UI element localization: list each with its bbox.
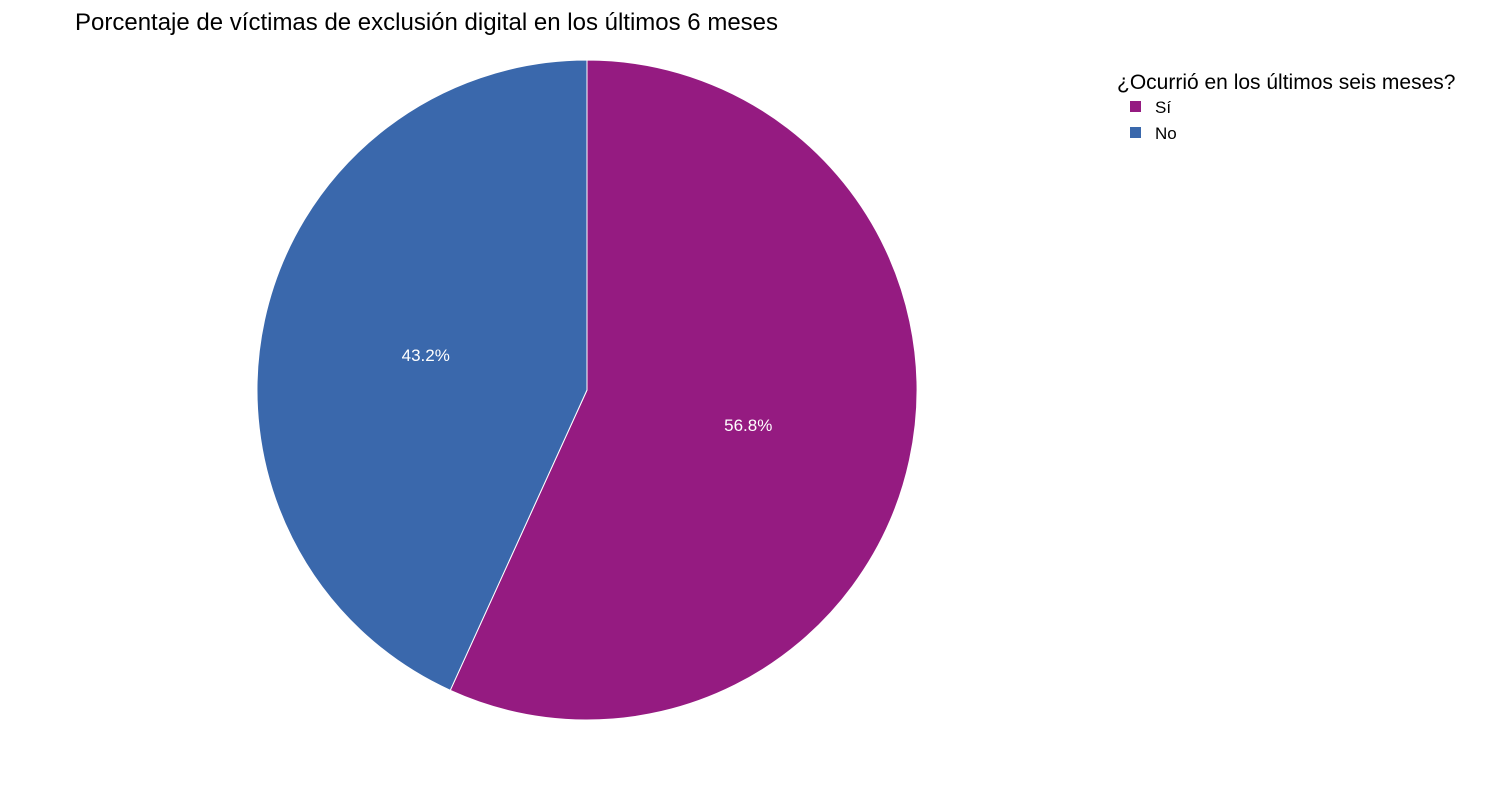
pie-slice-2 (256, 59, 588, 691)
legend-swatch-1 (1130, 101, 1141, 112)
legend-title: ¿Ocurrió en los últimos seis meses? (1117, 71, 1455, 94)
legend-label-1: Sí (1155, 98, 1171, 117)
pie-slice-1 (449, 59, 918, 721)
legend: ¿Ocurrió en los últimos seis meses? Sí No (1117, 71, 1455, 143)
legend-swatch-2 (1130, 127, 1141, 138)
pie-slice-label-1: 56.8% (724, 416, 772, 435)
pie-slice-labels: 56.8% 43.2% (402, 346, 773, 435)
pie-slice-label-2: 43.2% (402, 346, 450, 365)
pie-slices (256, 59, 918, 721)
legend-label-2: No (1155, 124, 1177, 143)
chart-title: Porcentaje de víctimas de exclusión digi… (75, 9, 778, 36)
legend-items: Sí No (1130, 98, 1177, 143)
